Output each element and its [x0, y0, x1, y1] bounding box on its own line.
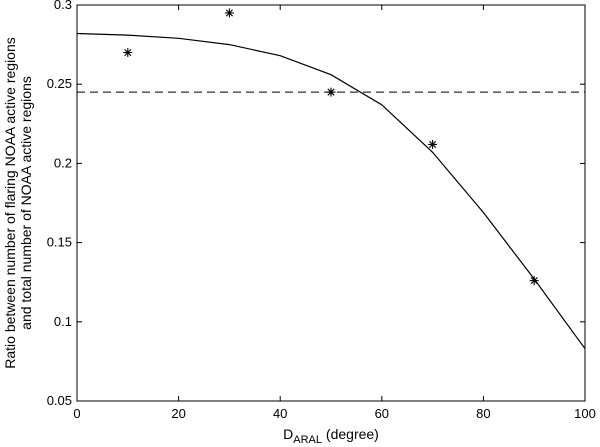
- data-point-asterisk: [428, 139, 438, 149]
- asterisk-stroke: [124, 48, 132, 57]
- x-tick-label: 20: [171, 406, 185, 421]
- x-tick-label: 80: [476, 406, 490, 421]
- asterisk-stroke: [225, 9, 233, 17]
- y-tick-label: 0.05: [47, 393, 72, 408]
- y-tick-label: 0.3: [54, 0, 72, 12]
- asterisk-stroke: [429, 140, 437, 148]
- y-axis-label-line2: and total number of NOAA active regions: [18, 76, 34, 330]
- y-tick-label: 0.1: [54, 314, 72, 329]
- y-tick-label: 0.2: [54, 155, 72, 170]
- axis-ticks: 0 20 40 60 80 100 0.05 0.1 0.15 0.2 0.25 0.3: [47, 0, 596, 421]
- y-axis-label-line1: Ratio between number of flaring NOAA act…: [2, 37, 18, 369]
- x-tick-label: 100: [574, 406, 596, 421]
- x-axis-label: DARAL (degree): [283, 426, 379, 446]
- y-tick-label: 0.15: [47, 235, 72, 250]
- x-tick-label: 0: [73, 406, 80, 421]
- plot-frame: [76, 4, 586, 402]
- fit-curve: [76, 32, 586, 350]
- series-group: [76, 8, 586, 350]
- data-point-asterisk: [123, 48, 133, 58]
- y-tick-label: 0.25: [47, 76, 72, 91]
- x-tick-label: 40: [273, 406, 287, 421]
- asterisk-stroke: [530, 277, 538, 285]
- x-tick-label: 60: [375, 406, 389, 421]
- data-point-asterisk: [224, 8, 234, 18]
